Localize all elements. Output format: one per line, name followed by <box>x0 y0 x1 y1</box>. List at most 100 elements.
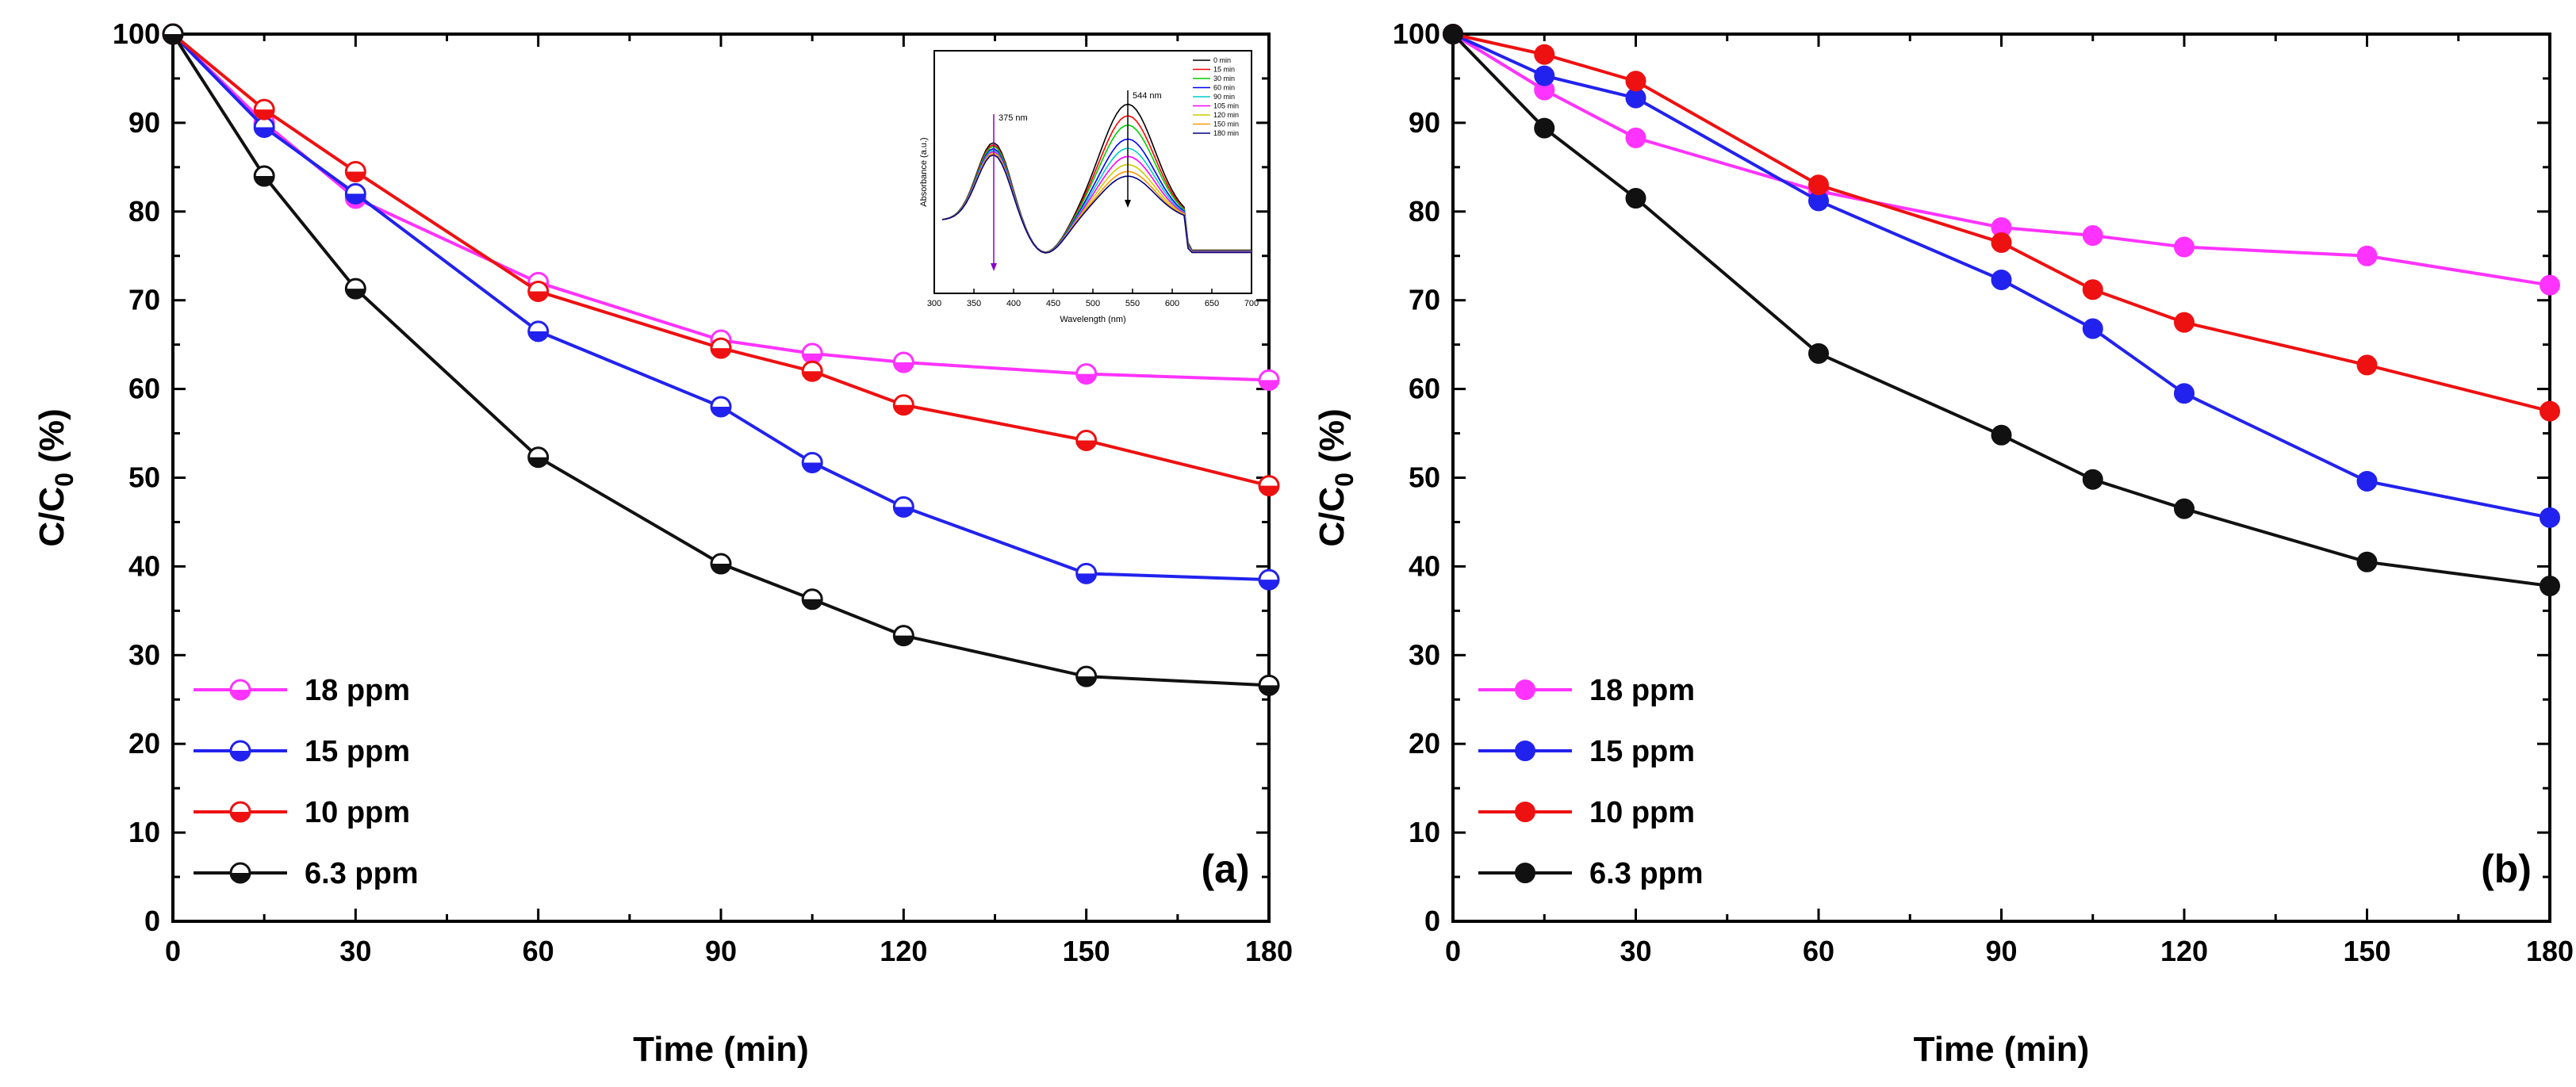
inset-x-tick-label: 300 <box>927 299 941 308</box>
data-point <box>2082 469 2103 490</box>
legend-marker-fill <box>231 690 250 699</box>
y-tick-label: 40 <box>128 549 160 582</box>
data-point <box>2174 236 2195 258</box>
data-point-fill <box>1076 573 1096 584</box>
x-tick-label: 180 <box>1245 935 1293 967</box>
data-point-fill <box>803 371 822 381</box>
legend-label: 18 ppm <box>1589 674 1695 707</box>
inset-legend-label: 90 min <box>1213 93 1235 101</box>
data-point <box>2540 576 2560 597</box>
y-axis-title-main: C/C <box>33 487 71 547</box>
y-tick-label: 60 <box>128 373 160 405</box>
y-tick-label: 80 <box>128 195 160 228</box>
data-point-fill <box>711 406 730 416</box>
data-point <box>2082 279 2103 300</box>
legend-marker-fill <box>231 873 250 882</box>
x-tick-label: 150 <box>2343 935 2390 967</box>
legend-label: 10 ppm <box>1589 796 1695 829</box>
data-point-fill <box>255 109 274 120</box>
y-axis-title-suffix: (%) <box>33 408 71 473</box>
inset-x-tick-label: 700 <box>1244 299 1259 308</box>
y-axis-title-suffix: (%) <box>1313 408 1351 473</box>
data-point <box>1625 71 1646 92</box>
y-tick-label: 10 <box>128 816 160 848</box>
data-point <box>2356 245 2378 266</box>
y-tick-label: 90 <box>1409 106 1440 139</box>
data-point-fill <box>528 331 548 341</box>
data-point <box>2540 507 2560 528</box>
data-point-fill <box>894 404 914 415</box>
inset-y-label: Absorbance (a.u.) <box>919 137 929 206</box>
legend-marker <box>1515 741 1535 761</box>
data-point-fill <box>1259 580 1278 590</box>
legend-label: 15 ppm <box>305 735 410 768</box>
inset-x-tick-label: 500 <box>1086 299 1100 308</box>
data-point <box>1808 174 1829 196</box>
inset-legend-label: 150 min <box>1213 121 1239 128</box>
y-axis-title-sub: 0 <box>50 473 79 487</box>
data-point <box>2174 498 2195 519</box>
panel-tag: (a) <box>1201 847 1249 891</box>
x-axis-title: Time (min) <box>1914 1030 2090 1069</box>
x-tick-label: 60 <box>523 935 554 967</box>
inset-legend-label: 0 min <box>1213 56 1231 64</box>
x-tick-label: 30 <box>339 935 371 967</box>
data-point-fill <box>1259 380 1278 390</box>
y-tick-label: 50 <box>128 461 160 494</box>
series-6-3-ppm <box>1443 24 2560 597</box>
series-line <box>1451 33 2551 588</box>
y-axis-title-main: C/C <box>1313 487 1351 547</box>
inset-x-tick-label: 450 <box>1046 299 1060 308</box>
data-point <box>1625 188 1646 209</box>
y-tick-label: 10 <box>1409 816 1440 848</box>
data-point-fill <box>346 171 366 182</box>
inset-x-tick-label: 650 <box>1205 299 1219 308</box>
data-point-fill <box>1259 485 1278 496</box>
data-point <box>1625 127 1646 148</box>
y-tick-label: 70 <box>1409 284 1440 316</box>
y-tick-label: 50 <box>1409 461 1440 494</box>
y-tick-label: 30 <box>1409 638 1440 671</box>
y-axis-title: C/C0 (%) <box>33 408 79 546</box>
inset-legend-label: 105 min <box>1213 102 1239 110</box>
data-point <box>2540 274 2560 296</box>
data-point-fill <box>346 193 366 204</box>
data-point-fill <box>894 507 914 517</box>
x-tick-label: 90 <box>1985 935 2017 967</box>
data-point-fill <box>711 564 730 574</box>
series-6-3-ppm <box>162 23 1280 696</box>
data-point <box>2540 400 2560 422</box>
inset-annotation-544: 544 nm <box>1133 91 1162 101</box>
series-15-ppm <box>1443 24 2560 528</box>
data-point <box>1534 65 1555 86</box>
y-axis-title-sub: 0 <box>1330 473 1359 487</box>
y-tick-label: 60 <box>1409 373 1440 405</box>
data-point <box>2356 354 2378 376</box>
data-point <box>2356 470 2378 492</box>
x-tick-label: 0 <box>1445 935 1461 967</box>
inset-legend-label: 120 min <box>1213 111 1239 119</box>
inset-arrowhead-544 <box>1125 200 1131 208</box>
inset-arrowhead-375 <box>991 263 997 271</box>
inset-annotation-375: 375 nm <box>999 113 1028 123</box>
data-point-fill <box>528 291 548 301</box>
legend-marker-fill <box>231 751 250 760</box>
x-tick-label: 180 <box>2526 935 2574 967</box>
panel-tag: (b) <box>2481 847 2532 891</box>
legend-label: 6.3 ppm <box>305 857 419 890</box>
legend: 18 ppm 15 ppm 10 ppm 6.3 ppm <box>194 674 419 890</box>
data-point <box>1808 343 1829 364</box>
inset-x-tick-label: 350 <box>967 299 981 308</box>
data-point-fill <box>894 635 914 645</box>
x-tick-label: 60 <box>1803 935 1834 967</box>
panel-a: 0 10 20 30 40 50 60 70 80 90 100 0 30 60 90 120 150 180 Ti… <box>33 17 1293 1069</box>
legend-marker <box>1515 863 1535 883</box>
legend-marker <box>1515 679 1535 700</box>
x-tick-label: 90 <box>705 935 737 967</box>
x-tick-label: 120 <box>2160 935 2208 967</box>
data-point-fill <box>1076 373 1096 384</box>
data-point <box>1534 117 1555 139</box>
x-axis-title: Time (min) <box>633 1030 809 1069</box>
